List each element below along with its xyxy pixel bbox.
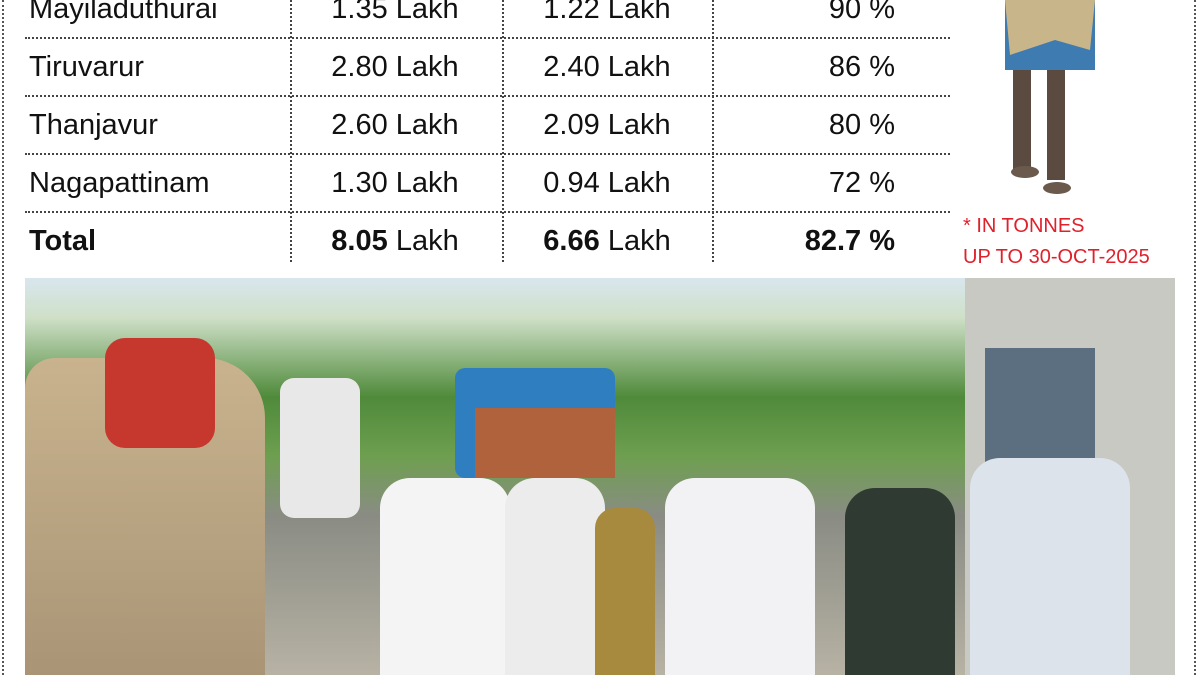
total-target: 8.05 Lakh	[290, 212, 500, 270]
farmer-illustration	[1005, 0, 1095, 194]
district-name: Mayiladuthurai	[29, 0, 218, 25]
percentage-value: 80 %	[828, 109, 895, 141]
official	[970, 458, 1130, 675]
target-value: 1.30 Lakh	[331, 167, 459, 199]
column-divider	[290, 0, 292, 262]
unit: Lakh	[395, 225, 459, 257]
official	[505, 478, 605, 675]
door	[985, 348, 1095, 478]
official	[845, 488, 955, 675]
procured-value: 2.09 Lakh	[543, 109, 671, 141]
dotted-frame-left	[2, 0, 4, 675]
row-divider	[25, 95, 950, 97]
district-name: Tiruvarur	[29, 51, 144, 83]
truck-body	[475, 408, 615, 478]
target-value: 1.35 Lakh	[331, 0, 459, 25]
official	[595, 508, 655, 675]
official	[380, 478, 510, 675]
percentage-value: 72 %	[828, 167, 895, 199]
total-row: Total 8.05 Lakh 6.66 Lakh 82.7 %	[25, 212, 950, 270]
unit-note: * IN TONNES	[963, 215, 1085, 237]
procured-value: 2.40 Lakh	[543, 51, 671, 83]
person	[280, 378, 360, 518]
total-percentage: 82.7 %	[804, 225, 895, 257]
procured-value: 0.94 Lakh	[543, 167, 671, 199]
procured-value: 1.22 Lakh	[543, 0, 671, 25]
percentage-value: 90 %	[828, 0, 895, 25]
worker	[105, 338, 215, 448]
total-procured: 6.66 Lakh	[502, 212, 712, 270]
table-row: Nagapattinam 1.30 Lakh 0.94 Lakh 72 %	[25, 154, 950, 212]
row-divider	[25, 37, 950, 39]
district-name: Nagapattinam	[29, 167, 210, 199]
table-row: Mayiladuthurai 1.35 Lakh 1.22 Lakh 90 %	[25, 0, 950, 38]
percentage-value: 86 %	[828, 51, 895, 83]
unit: Lakh	[607, 225, 671, 257]
official	[665, 478, 815, 675]
target-value: 2.80 Lakh	[331, 51, 459, 83]
column-divider	[502, 0, 504, 262]
row-divider	[25, 153, 950, 155]
total-target-number: 8.05	[331, 225, 388, 257]
date-note: UP TO 30-OCT-2025	[963, 246, 1150, 268]
procurement-inspection-photo	[25, 278, 1175, 675]
table-row: Thanjavur 2.60 Lakh 2.09 Lakh 80 %	[25, 96, 950, 154]
dotted-frame-right	[1194, 0, 1196, 675]
column-divider	[712, 0, 714, 262]
row-divider	[25, 211, 950, 213]
total-label: Total	[29, 225, 97, 257]
district-name: Thanjavur	[29, 109, 158, 141]
total-procured-number: 6.66	[543, 225, 600, 257]
table-row: Tiruvarur 2.80 Lakh 2.40 Lakh 86 %	[25, 38, 950, 96]
target-value: 2.60 Lakh	[331, 109, 459, 141]
